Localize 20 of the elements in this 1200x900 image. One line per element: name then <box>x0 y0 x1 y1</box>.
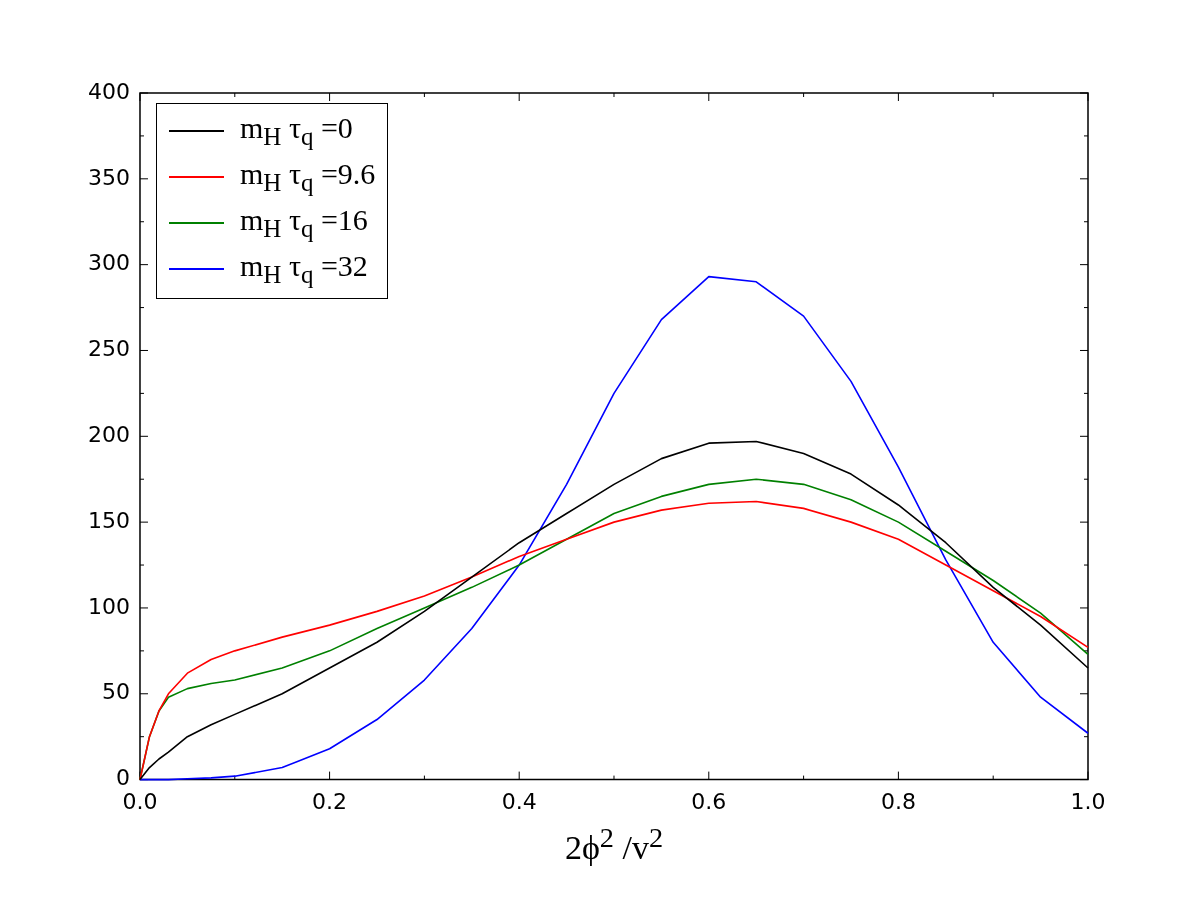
x-tick-label: 0.0 <box>122 788 158 814</box>
x-tick-label: 0.2 <box>312 788 348 814</box>
legend-label: m$_{H}$ τ$_{q}$ =16 <box>239 203 368 243</box>
y-tick-label: 100 <box>87 593 130 619</box>
legend-label: m$_{H}$ τ$_{q}$ =9.6 <box>239 157 376 197</box>
y-tick-label: 400 <box>87 78 130 104</box>
legend-label: m$_{H}$ τ$_{q}$ =0 <box>239 111 353 151</box>
y-tick-label: 0 <box>115 765 130 791</box>
x-tick-label: 1.0 <box>1070 788 1106 814</box>
x-tick-label: 0.6 <box>691 788 727 814</box>
y-tick-label: 150 <box>87 507 130 533</box>
x-tick-label: 0.4 <box>501 788 537 814</box>
y-tick-label: 200 <box>87 422 130 448</box>
legend-label: m$_{H}$ τ$_{q}$ =32 <box>239 249 368 289</box>
y-tick-label: 50 <box>101 679 130 705</box>
x-axis-title: 2ϕ$^{2}$ /v$^{2}$ <box>563 821 665 867</box>
y-tick-label: 300 <box>87 250 130 276</box>
y-tick-label: 250 <box>87 336 130 362</box>
y-tick-label: 350 <box>87 164 130 190</box>
x-tick-label: 0.8 <box>880 788 916 814</box>
